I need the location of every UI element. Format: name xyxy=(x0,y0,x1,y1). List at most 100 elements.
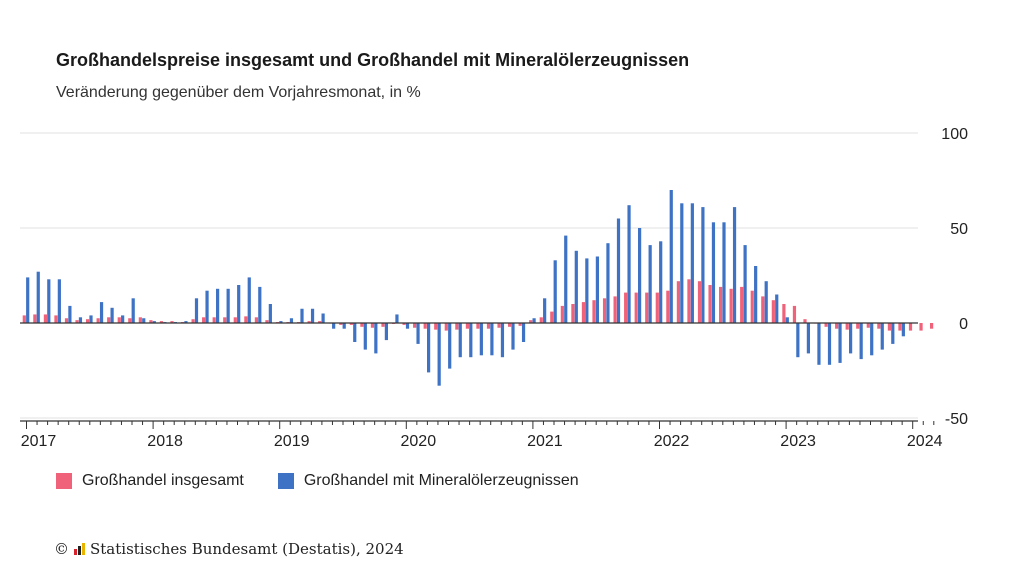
bar-series2 xyxy=(279,321,283,323)
bar-series2 xyxy=(764,281,768,323)
y-tick-label: 50 xyxy=(950,221,968,238)
bar-series1 xyxy=(191,319,195,323)
bar-series2 xyxy=(469,323,473,358)
bar-series1 xyxy=(898,323,902,331)
bar-series2 xyxy=(638,228,642,323)
bar-series2 xyxy=(68,305,72,323)
bar-series1 xyxy=(43,314,47,323)
bar-series2 xyxy=(384,323,388,341)
bar-series1 xyxy=(845,323,849,330)
bar-series1 xyxy=(75,320,79,323)
bar-series2 xyxy=(78,317,83,323)
bar-series1 xyxy=(581,302,586,323)
bar-series2 xyxy=(110,307,114,323)
bar-series2 xyxy=(595,256,599,323)
bar-series2 xyxy=(300,308,304,323)
bar-series1 xyxy=(254,317,258,323)
bar-series1 xyxy=(761,296,765,323)
bar-series1 xyxy=(318,321,322,323)
bar-series2 xyxy=(680,203,684,323)
bar-series1 xyxy=(107,317,111,323)
bar-series1 xyxy=(508,323,512,327)
bar-series2 xyxy=(121,315,125,323)
bar-series1 xyxy=(930,323,934,329)
bar-series2 xyxy=(427,323,431,373)
bar-series1 xyxy=(613,296,617,323)
bar-series2 xyxy=(849,323,853,354)
bar-series1 xyxy=(560,305,564,323)
bar-series2 xyxy=(880,323,884,350)
bar-series2 xyxy=(99,302,104,323)
bar-series2 xyxy=(532,318,536,323)
bar-series1 xyxy=(750,290,754,323)
bar-series1 xyxy=(824,323,828,327)
bar-series2 xyxy=(521,323,526,342)
bar-series1 xyxy=(877,323,881,329)
bar-series1 xyxy=(159,321,164,323)
x-tick-label: 2019 xyxy=(274,433,310,450)
bar-series1 xyxy=(413,323,417,328)
bar-series2 xyxy=(827,323,832,365)
bar-series2 xyxy=(152,321,156,323)
bar-series1 xyxy=(434,323,438,330)
destatis-logo-icon xyxy=(74,543,85,555)
bar-series2 xyxy=(458,323,462,358)
bar-series2 xyxy=(796,323,800,358)
bar-series1 xyxy=(265,320,269,323)
bar-series2 xyxy=(648,245,652,323)
bar-series2 xyxy=(448,323,452,369)
bar-series1 xyxy=(792,305,797,323)
bar-series2 xyxy=(574,250,578,323)
bar-series1 xyxy=(592,300,596,323)
bar-series2 xyxy=(57,279,61,323)
bar-series2 xyxy=(47,279,51,323)
bar-series2 xyxy=(247,277,251,323)
bar-series2 xyxy=(374,323,378,354)
bar-series2 xyxy=(321,313,325,323)
bar-series2 xyxy=(205,290,209,323)
bar-series2 xyxy=(806,323,810,354)
bar-series2 xyxy=(36,271,40,323)
bar-series2 xyxy=(627,205,631,323)
bar-series2 xyxy=(89,315,93,323)
x-tick-label: 2024 xyxy=(907,433,943,450)
bar-series1 xyxy=(687,279,691,323)
legend-swatch-series2 xyxy=(277,473,294,489)
bar-series1 xyxy=(339,323,343,325)
bar-series1 xyxy=(539,317,543,323)
legend-swatch-series1 xyxy=(56,473,72,489)
legend-item-series2[interactable]: Großhandel mit Mineralölerzeugnissen xyxy=(277,472,579,490)
bar-series2 xyxy=(553,260,557,323)
bar-series2 xyxy=(690,203,694,323)
bar-series1 xyxy=(655,292,659,323)
bar-series1 xyxy=(518,323,522,326)
bar-series1 xyxy=(497,323,501,328)
bar-series2 xyxy=(659,241,663,323)
bar-series1 xyxy=(423,323,427,329)
bar-series2 xyxy=(859,323,863,360)
bar-series2 xyxy=(363,323,367,350)
bar-series2 xyxy=(701,207,705,323)
bar-series1 xyxy=(676,281,680,323)
legend-label-series1: Großhandel insgesamt xyxy=(82,472,244,489)
bar-series1 xyxy=(908,323,913,331)
bar-series2 xyxy=(870,323,874,356)
bar-series2 xyxy=(838,323,842,363)
source-credit: © Statistisches Bundesamt (Destatis), 20… xyxy=(54,540,404,558)
bar-series2 xyxy=(258,286,262,323)
bar-series1 xyxy=(887,323,891,331)
chart-subtitle: Veränderung gegenüber dem Vorjahresmonat… xyxy=(56,84,421,101)
bar-series2 xyxy=(310,308,315,323)
bar-series1 xyxy=(771,300,775,323)
bar-series1 xyxy=(697,281,702,323)
x-tick-label: 2022 xyxy=(654,433,690,450)
bar-series2 xyxy=(332,323,336,329)
y-tick-label: 100 xyxy=(941,126,968,143)
legend-item-series1[interactable]: Großhandel insgesamt xyxy=(56,472,244,490)
bar-series1 xyxy=(149,320,153,323)
bar-series2 xyxy=(743,245,747,323)
bar-series2 xyxy=(564,235,568,323)
bar-series2 xyxy=(353,323,357,342)
bar-series1 xyxy=(729,288,733,323)
